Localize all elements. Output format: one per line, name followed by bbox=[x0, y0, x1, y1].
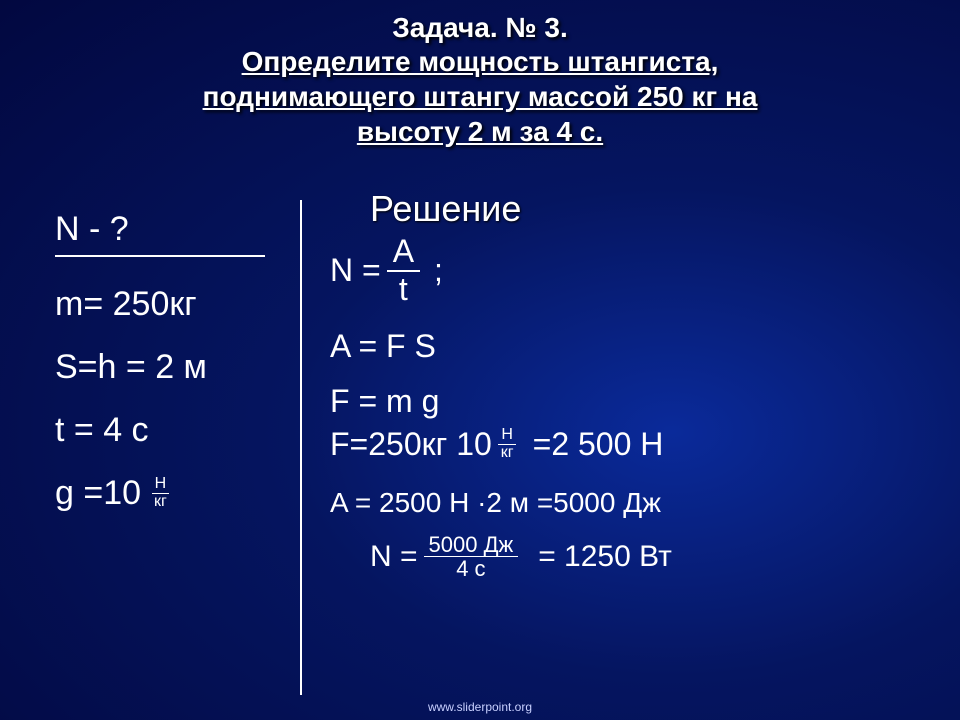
n-calc-den: 4 с bbox=[451, 557, 490, 580]
eq-work-formula: A = F S bbox=[330, 328, 672, 365]
solution-block: N = A t ; A = F S F = m g F=250кг 10 Н к… bbox=[330, 235, 672, 594]
title-block: Задача. № 3. Определите мощность штангис… bbox=[0, 0, 960, 149]
n-frac-den: t bbox=[393, 272, 414, 307]
eq-power-formula: N = A t ; bbox=[330, 235, 672, 306]
title-line-4: высоту 2 м за 4 с. bbox=[0, 114, 960, 149]
n-lhs: N = bbox=[330, 252, 381, 289]
f-calc-unit: Н кг bbox=[498, 427, 517, 462]
title-line-2: Определите мощность штангиста, bbox=[0, 44, 960, 79]
eq-power-calc: N = 5000 Дж 4 с = 1250 Вт bbox=[370, 533, 672, 580]
unknown-quantity: N - ? bbox=[55, 210, 265, 249]
n-calc-frac: 5000 Дж 4 с bbox=[424, 533, 519, 580]
given-g-unit: Н кг bbox=[151, 476, 170, 511]
f-unit-den: кг bbox=[498, 445, 517, 462]
eq-work-calc: A = 2500 Н ·2 м =5000 Дж bbox=[330, 487, 672, 519]
vertical-divider bbox=[300, 200, 302, 695]
n-calc-lhs: N = bbox=[370, 540, 418, 574]
given-g: g =10 Н кг bbox=[55, 474, 265, 513]
given-height: S=h = 2 м bbox=[55, 348, 265, 387]
given-mass: m= 250кг bbox=[55, 285, 265, 324]
n-tail: ; bbox=[434, 252, 443, 289]
title-problem-number: Задача. № 3. bbox=[0, 12, 960, 44]
g-unit-den: кг bbox=[151, 494, 170, 511]
given-time: t = 4 с bbox=[55, 411, 265, 450]
given-block: N - ? m= 250кг S=h = 2 м t = 4 с g =10 Н… bbox=[55, 210, 265, 537]
n-frac-num: A bbox=[387, 235, 420, 272]
n-calc-rhs: = 1250 Вт bbox=[538, 540, 672, 574]
given-divider bbox=[55, 255, 265, 257]
n-calc-num: 5000 Дж bbox=[424, 533, 519, 557]
title-line-3: поднимающего штангу массой 250 кг на bbox=[0, 79, 960, 114]
solution-heading: Решение bbox=[370, 188, 521, 230]
f-unit-num: Н bbox=[498, 427, 516, 445]
footer-url: www.sliderpoint.org bbox=[0, 700, 960, 714]
f-calc-lhs: F=250кг 10 bbox=[330, 426, 492, 463]
n-frac: A t bbox=[387, 235, 420, 306]
eq-force-formula: F = m g bbox=[330, 383, 672, 420]
f-calc-rhs: =2 500 Н bbox=[533, 426, 664, 463]
g-unit-num: Н bbox=[152, 476, 170, 494]
given-g-label: g =10 bbox=[55, 474, 141, 513]
eq-force-calc: F=250кг 10 Н кг =2 500 Н bbox=[330, 426, 672, 463]
